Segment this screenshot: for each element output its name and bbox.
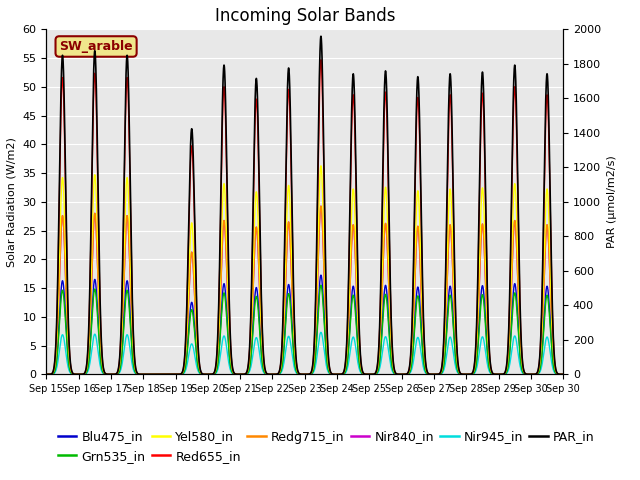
Nir840_in	[202, 372, 209, 377]
Red655_in	[42, 372, 50, 377]
Yel580_in	[61, 211, 68, 216]
Nir945_in	[275, 372, 282, 377]
Blu475_in	[317, 272, 324, 278]
Line: Yel580_in: Yel580_in	[46, 166, 563, 374]
Redg715_in	[42, 372, 50, 377]
Line: Nir945_in: Nir945_in	[46, 332, 563, 374]
Redg715_in	[431, 372, 438, 377]
Grn535_in	[317, 282, 324, 288]
Yel580_in	[156, 372, 163, 377]
Blu475_in	[493, 372, 501, 377]
Grn535_in	[493, 372, 501, 377]
Grn535_in	[431, 372, 438, 377]
Nir840_in	[156, 372, 163, 377]
Grn535_in	[559, 372, 567, 377]
Redg715_in	[275, 371, 282, 377]
Red655_in	[493, 372, 501, 377]
Red655_in	[61, 129, 68, 135]
Nir945_in	[493, 372, 501, 377]
Redg715_in	[61, 242, 68, 248]
Blu475_in	[431, 372, 438, 377]
Red655_in	[156, 372, 163, 377]
Red655_in	[431, 372, 438, 377]
PAR_in	[42, 372, 50, 377]
Yel580_in	[559, 372, 567, 377]
PAR_in	[61, 111, 68, 117]
PAR_in	[431, 372, 438, 377]
Red655_in	[202, 372, 209, 377]
Y-axis label: PAR (μmol/m2/s): PAR (μmol/m2/s)	[607, 156, 616, 248]
Redg715_in	[177, 372, 184, 377]
Nir840_in	[61, 242, 68, 248]
Nir840_in	[431, 372, 438, 377]
Yel580_in	[177, 372, 184, 377]
Line: Nir840_in: Nir840_in	[46, 206, 563, 374]
PAR_in	[493, 372, 501, 377]
PAR_in	[559, 372, 567, 377]
PAR_in	[177, 371, 184, 377]
Blu475_in	[202, 372, 209, 377]
Nir945_in	[156, 372, 163, 377]
Red655_in	[177, 371, 184, 377]
Nir945_in	[177, 372, 184, 377]
PAR_in	[275, 371, 282, 376]
Nir840_in	[559, 372, 567, 377]
Nir840_in	[275, 371, 282, 377]
Blu475_in	[177, 372, 184, 377]
Yel580_in	[493, 372, 501, 377]
Nir840_in	[42, 372, 50, 377]
Blu475_in	[61, 295, 68, 301]
Title: Incoming Solar Bands: Incoming Solar Bands	[214, 7, 395, 25]
Yel580_in	[42, 372, 50, 377]
Redg715_in	[202, 372, 209, 377]
PAR_in	[202, 372, 209, 377]
Nir945_in	[317, 329, 324, 335]
Nir945_in	[431, 372, 438, 377]
Nir945_in	[61, 339, 68, 345]
Yel580_in	[317, 163, 324, 168]
Yel580_in	[431, 372, 438, 377]
Blu475_in	[275, 371, 282, 377]
Grn535_in	[202, 372, 209, 377]
Grn535_in	[275, 371, 282, 377]
Yel580_in	[202, 372, 209, 377]
Blu475_in	[559, 372, 567, 377]
Yel580_in	[275, 371, 282, 377]
Red655_in	[559, 372, 567, 377]
Redg715_in	[317, 204, 324, 209]
Blu475_in	[42, 372, 50, 377]
Nir840_in	[493, 372, 501, 377]
Grn535_in	[61, 303, 68, 309]
Nir945_in	[202, 372, 209, 377]
Grn535_in	[156, 372, 163, 377]
Nir840_in	[317, 204, 324, 209]
Text: SW_arable: SW_arable	[60, 40, 133, 53]
Line: Red655_in: Red655_in	[46, 60, 563, 374]
Y-axis label: Solar Radiation (W/m2): Solar Radiation (W/m2)	[7, 137, 17, 267]
Line: Blu475_in: Blu475_in	[46, 275, 563, 374]
Line: Grn535_in: Grn535_in	[46, 285, 563, 374]
Line: PAR_in: PAR_in	[46, 36, 563, 374]
Grn535_in	[177, 372, 184, 377]
Blu475_in	[156, 372, 163, 377]
Grn535_in	[42, 372, 50, 377]
Redg715_in	[493, 372, 501, 377]
Line: Redg715_in: Redg715_in	[46, 206, 563, 374]
Redg715_in	[559, 372, 567, 377]
PAR_in	[156, 372, 163, 377]
Nir840_in	[177, 372, 184, 377]
Red655_in	[317, 57, 324, 63]
Nir945_in	[42, 372, 50, 377]
Redg715_in	[156, 372, 163, 377]
Red655_in	[275, 371, 282, 376]
Legend: Blu475_in, Grn535_in, Yel580_in, Red655_in, Redg715_in, Nir840_in, Nir945_in, PA: Blu475_in, Grn535_in, Yel580_in, Red655_…	[52, 425, 600, 468]
Nir945_in	[559, 372, 567, 377]
PAR_in	[317, 34, 324, 39]
